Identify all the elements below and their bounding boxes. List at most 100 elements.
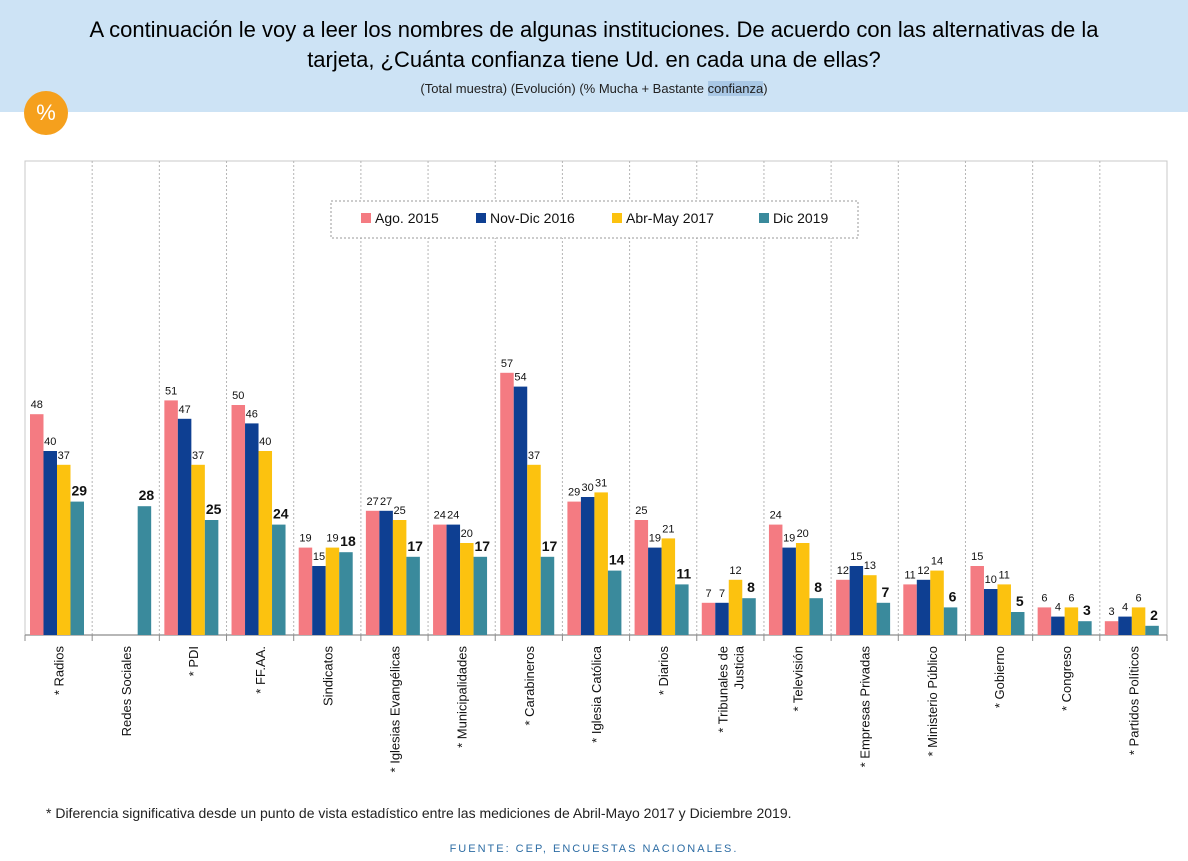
bar [580, 497, 595, 635]
bar-value-label: 4 [1122, 602, 1128, 614]
page-title: A continuación le voy a leer los nombres… [20, 15, 1168, 75]
bar-value-label: 19 [649, 533, 661, 545]
bar [473, 556, 488, 635]
bar [137, 506, 152, 635]
category-label-line: * PDI [186, 646, 201, 676]
category-label-line: Redes Sociales [119, 646, 134, 737]
bar-value-label: 4 [1055, 602, 1061, 614]
legend-swatch [476, 213, 486, 223]
bar-value-label: 6 [1041, 592, 1047, 604]
legend-label: Nov-Dic 2016 [490, 210, 575, 226]
subtitle-end: ) [763, 81, 768, 96]
bar-value-label: 12 [917, 565, 929, 577]
bar [916, 579, 931, 635]
bar-value-label: 29 [568, 487, 580, 499]
bar-value-label: 11 [676, 565, 691, 581]
category-label-line: Sindicatos [320, 646, 335, 706]
bar [70, 501, 84, 635]
bar-value-label: 15 [850, 551, 862, 563]
bar [648, 547, 662, 635]
bar [1037, 607, 1052, 635]
bar [245, 423, 259, 635]
bar-value-label: 57 [501, 358, 513, 370]
bar [339, 552, 353, 635]
bar [1118, 616, 1132, 635]
bar-value-label: 24 [273, 506, 289, 522]
category-label-line: * FF.AA. [253, 646, 268, 694]
bar [661, 538, 676, 635]
bar [406, 556, 420, 635]
bar [231, 405, 246, 635]
bar [607, 570, 622, 635]
legend-swatch [759, 213, 769, 223]
category-label: * Municipalidades [455, 646, 470, 748]
bar-value-label: 24 [447, 510, 459, 522]
bar [567, 501, 581, 635]
bar [983, 589, 998, 635]
bar [204, 520, 219, 635]
bar [272, 524, 286, 635]
category-label: * Diarios [656, 646, 671, 696]
bar-value-label: 30 [582, 482, 594, 494]
category-label: * Ministerio Público [925, 646, 940, 757]
bar-value-label: 7 [719, 588, 725, 600]
legend: Ago. 2015 Nov-Dic 2016 Abr-May 2017 Dic 201… [330, 200, 859, 239]
bar-value-label: 25 [206, 501, 222, 517]
bar [43, 451, 57, 635]
bar-value-label: 54 [514, 372, 526, 384]
bar [379, 510, 393, 635]
category-label: * Congreso [1059, 646, 1074, 711]
category-label: * Iglesias Evangélicas [387, 646, 402, 773]
subtitle-highlight: confianza [707, 81, 764, 96]
bar-value-label: 6 [1068, 592, 1074, 604]
bar-value-label: 12 [837, 565, 849, 577]
bar-value-label: 27 [380, 496, 392, 508]
bar-value-label: 12 [729, 565, 741, 577]
bar [365, 510, 380, 635]
bar-value-label: 10 [985, 574, 997, 586]
source-note: FUENTE: CEP, ENCUESTAS NACIONALES. [449, 843, 739, 855]
bar-value-label: 29 [71, 483, 87, 499]
bar [191, 464, 205, 635]
bar-value-label: 40 [259, 436, 271, 448]
bar [836, 579, 850, 635]
bar-value-label: 11 [904, 569, 915, 581]
legend-swatch [361, 213, 371, 223]
bar-value-label: 11 [999, 569, 1010, 581]
bar [392, 520, 407, 635]
category-label: Sindicatos [320, 646, 335, 706]
bar-value-label: 19 [299, 533, 311, 545]
title-line-1: A continuación le voy a leer los nombres… [89, 17, 1099, 42]
bar [675, 584, 689, 635]
category-label: * Radios [52, 646, 67, 696]
category-label: * Empresas Privadas [858, 646, 873, 768]
legend-label: Dic 2019 [773, 210, 828, 226]
bar [903, 584, 917, 635]
bar-value-label: 40 [44, 436, 56, 448]
bar-value-label: 17 [475, 538, 491, 554]
bar [1051, 616, 1065, 635]
bar-value-label: 28 [139, 487, 155, 503]
bar [258, 451, 273, 635]
bar-value-label: 8 [747, 579, 755, 595]
category-label: * Iglesia Católica [589, 645, 604, 743]
bar [1131, 607, 1146, 635]
bar-value-label: 20 [797, 528, 809, 540]
bar [164, 400, 178, 635]
bar-value-label: 24 [770, 510, 782, 522]
category-label: Redes Sociales [119, 646, 134, 737]
bar [634, 520, 649, 635]
percent-badge-icon: % [24, 91, 68, 135]
bar [1078, 621, 1092, 635]
bar-value-label: 27 [367, 496, 379, 508]
bar-value-label: 50 [232, 390, 244, 402]
bar-value-label: 21 [662, 523, 674, 535]
footnote: * Diferencia significativa desde un punt… [46, 805, 792, 821]
category-label: * Partidos Políticos [1126, 646, 1141, 756]
bar [500, 372, 514, 635]
category-label: * FF.AA. [253, 646, 268, 694]
bar-value-label: 5 [1016, 593, 1024, 609]
bar [446, 524, 461, 635]
bar-value-label: 25 [635, 505, 647, 517]
